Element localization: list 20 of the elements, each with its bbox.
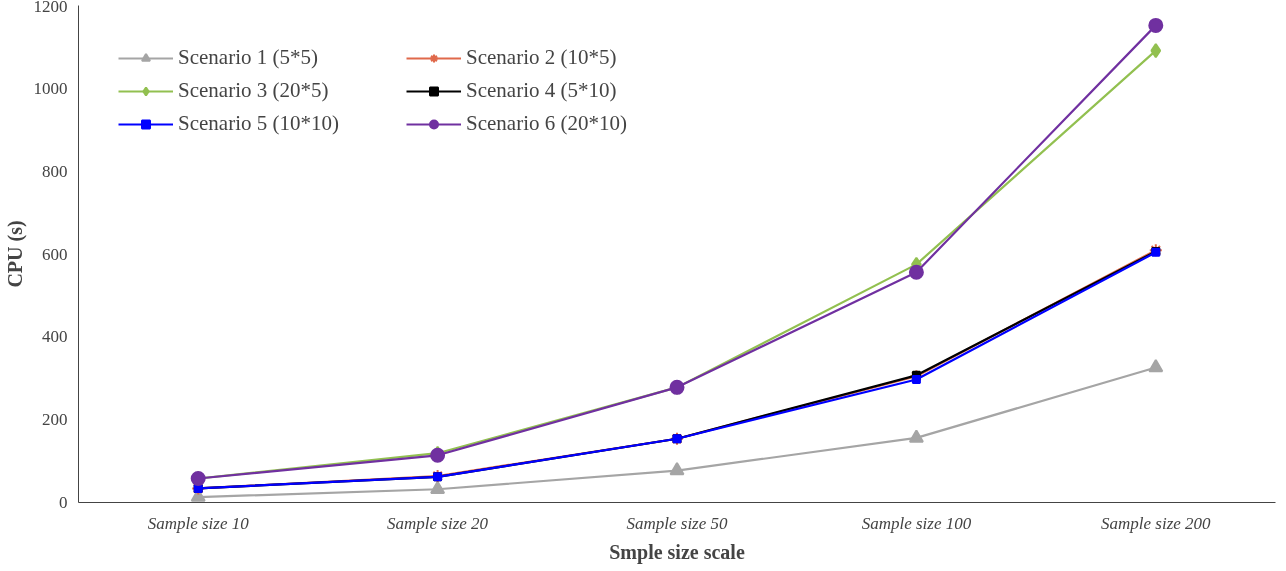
x-tick-label: Sample size 10 [147,513,250,533]
y-tick-label: 0 [59,493,68,512]
x-tick-label: Sample size 50 [626,513,729,533]
legend-label: Scenario 2 (10*5) [466,45,618,70]
legend-label: Scenario 4 (5*10) [466,78,618,103]
legend-label: Scenario 6 (20*10) [466,111,628,136]
x-tick-label: Sample size 20 [387,513,489,533]
y-tick-label: 1200 [33,0,68,16]
y-tick-label: 400 [42,327,68,347]
x-tick-label: Sample size 100 [861,513,972,533]
y-axis-title: CPU (s) [3,220,27,288]
legend-label: Scenario 3 (20*5) [178,78,330,103]
x-axis-title: Smple size scale [609,540,745,564]
y-tick-label: 600 [42,244,68,264]
legend-label: Scenario 5 (10*10) [178,111,340,136]
y-tick-label: 200 [42,410,68,430]
x-tick-label: Sample size 200 [1101,513,1212,533]
legend-label: Scenario 1 (5*5) [178,45,319,70]
y-tick-label: 1000 [33,78,68,98]
y-tick-label: 800 [42,161,68,181]
